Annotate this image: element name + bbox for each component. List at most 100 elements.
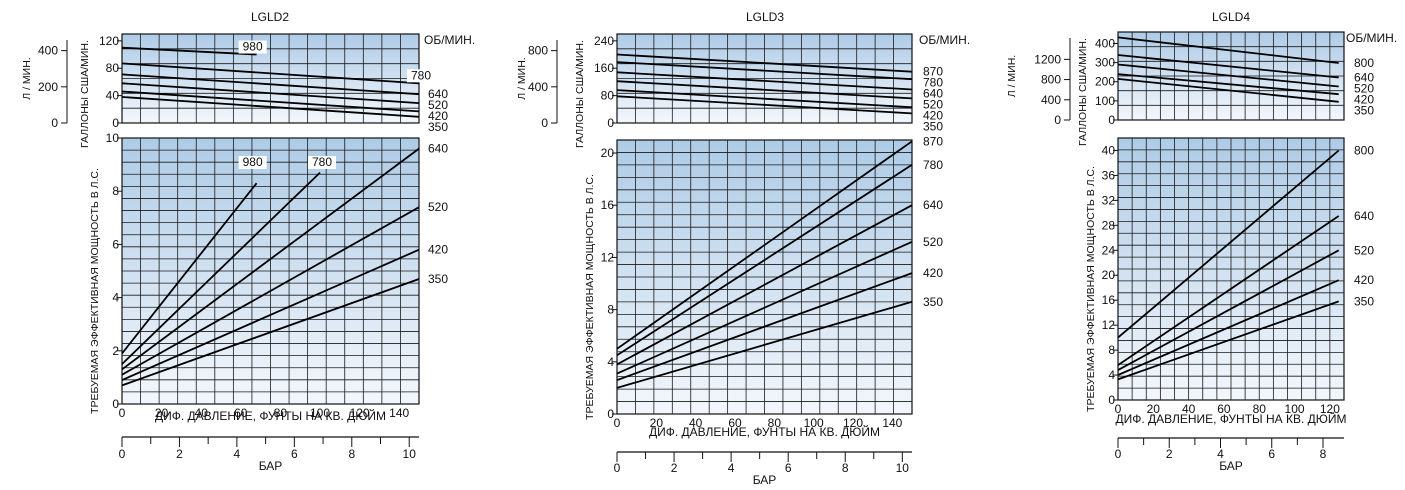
series-line-780 [616, 61, 913, 81]
bar-tick-label: 6 [785, 461, 792, 475]
x-tick-label: 120 [350, 406, 370, 420]
chart-lgld4: LGLD40100200300400800640520420350ОБ/МИН.… [1006, 10, 1397, 473]
lpm-tick-label: 200 [38, 80, 58, 94]
x-tick-label: 40 [1182, 402, 1196, 416]
bar-axis-title: БАР [1219, 459, 1243, 473]
y-tick-label: 12 [601, 250, 615, 264]
x-tick-label: 80 [274, 406, 288, 420]
series-label-520: 520 [923, 235, 943, 249]
series-label-420: 420 [428, 243, 448, 257]
y-tick-label: 0 [1108, 393, 1115, 407]
bar-tick-label: 10 [403, 447, 417, 461]
x-tick-label: 60 [728, 416, 742, 430]
y-tick-label: 0 [112, 397, 119, 411]
bar-tick-label: 8 [842, 461, 849, 475]
y-tick-label: 36 [1102, 168, 1116, 182]
inline-label-bg [238, 156, 267, 169]
y-tick-label: 400 [1095, 36, 1115, 50]
inline-label-980: 980 [243, 155, 263, 169]
y-tick-label: 80 [601, 89, 615, 103]
series-label-640: 640 [923, 198, 943, 212]
series-line-420 [121, 248, 420, 381]
lpm-tick-label: 800 [1041, 73, 1061, 87]
chart-lgld3: LGLD3080160240870780640520420350ОБ/МИН.0… [516, 10, 970, 487]
y-tick-label: 300 [1095, 56, 1115, 70]
series-label-420: 420 [1354, 93, 1374, 107]
hp-axis-title: ТРЕБУЕМАЯ ЭФФЕКТИВНАЯ МОЩНОСТЬ В Л.С. [89, 168, 101, 414]
y-tick-label: 0 [112, 116, 119, 130]
series-line-780 [121, 171, 321, 365]
y-tick-label: 120 [99, 34, 119, 48]
bar-tick-label: 0 [1115, 447, 1122, 461]
series-label-350: 350 [923, 295, 943, 309]
inline-label-bg [238, 40, 267, 54]
y-tick-label: 4 [1108, 368, 1115, 382]
bar-tick-label: 6 [291, 447, 298, 461]
rpm-unit-label: ОБ/МИН. [919, 33, 970, 47]
y-tick-label: 0 [607, 116, 614, 130]
series-line-420 [616, 89, 913, 109]
rpm-unit-label: ОБ/МИН. [1346, 31, 1397, 45]
series-label-420: 420 [923, 266, 943, 280]
x-tick-label: 20 [155, 406, 169, 420]
inline-label-780: 780 [411, 68, 431, 82]
y-tick-label: 28 [1102, 218, 1116, 232]
y-tick-label: 4 [607, 355, 614, 369]
x-tick-label: 60 [1217, 402, 1231, 416]
y-tick-label: 240 [594, 34, 614, 48]
y-tick-label: 100 [1095, 94, 1115, 108]
y-tick-label: 8 [1108, 343, 1115, 357]
power-plot: 0 2 4 6 8 10 980 780 640 520 420 350 [106, 131, 449, 411]
inline-label-980: 980 [243, 40, 263, 54]
y-tick-label: 4 [112, 291, 119, 305]
series-line-640 [1117, 215, 1340, 366]
y-tick-label: 80 [106, 61, 120, 75]
series-label-640: 640 [428, 87, 448, 101]
series-line-520 [616, 240, 913, 375]
series-line-640 [121, 147, 420, 371]
series-label-520: 520 [428, 98, 448, 112]
bar-tick-label: 2 [671, 461, 678, 475]
series-label-420: 420 [428, 109, 448, 123]
inline-label-bg [308, 156, 336, 169]
series-label-350: 350 [1354, 294, 1374, 308]
chart-title: LGLD3 [746, 10, 784, 24]
y-tick-label: 32 [1102, 193, 1116, 207]
x-tick-label: 20 [1147, 402, 1161, 416]
series-label-350: 350 [428, 272, 448, 286]
lpm-tick-label: 0 [541, 116, 548, 130]
y-tick-label: 0 [1108, 113, 1115, 127]
series-line-870 [616, 140, 913, 350]
lpm-tick-label: 400 [528, 80, 548, 94]
x-tick-label: 140 [389, 406, 409, 420]
x-tick-label: 0 [614, 416, 621, 430]
y-tick-label: 24 [1102, 243, 1116, 257]
series-label-870: 870 [923, 134, 943, 148]
x-tick-label: 100 [804, 416, 824, 430]
x-tick-label: 100 [1285, 402, 1305, 416]
series-line-800 [1117, 36, 1339, 64]
inline-label-780: 780 [312, 155, 332, 169]
lpm-tick-label: 1200 [1034, 52, 1061, 66]
series-line-420 [616, 272, 913, 381]
lpm-tick-label: 400 [1041, 93, 1061, 107]
series-label-420: 420 [923, 109, 943, 123]
y-tick-label: 40 [1102, 143, 1116, 157]
bar-tick-label: 2 [176, 447, 183, 461]
series-line-420 [1117, 73, 1339, 96]
bar-tick-label: 8 [1320, 447, 1327, 461]
series-line-870 [616, 53, 913, 73]
series-line-640 [616, 71, 913, 91]
series-label-520: 520 [428, 200, 448, 214]
series-label-350: 350 [923, 120, 943, 134]
lpm-tick-label: 400 [38, 44, 58, 58]
series-line-420 [121, 90, 420, 113]
series-label-800: 800 [1354, 143, 1374, 157]
x-tick-label: 100 [310, 406, 330, 420]
x-tick-label: 0 [119, 406, 126, 420]
y-tick-label: 20 [601, 146, 615, 160]
y-tick-label: 12 [1102, 318, 1116, 332]
